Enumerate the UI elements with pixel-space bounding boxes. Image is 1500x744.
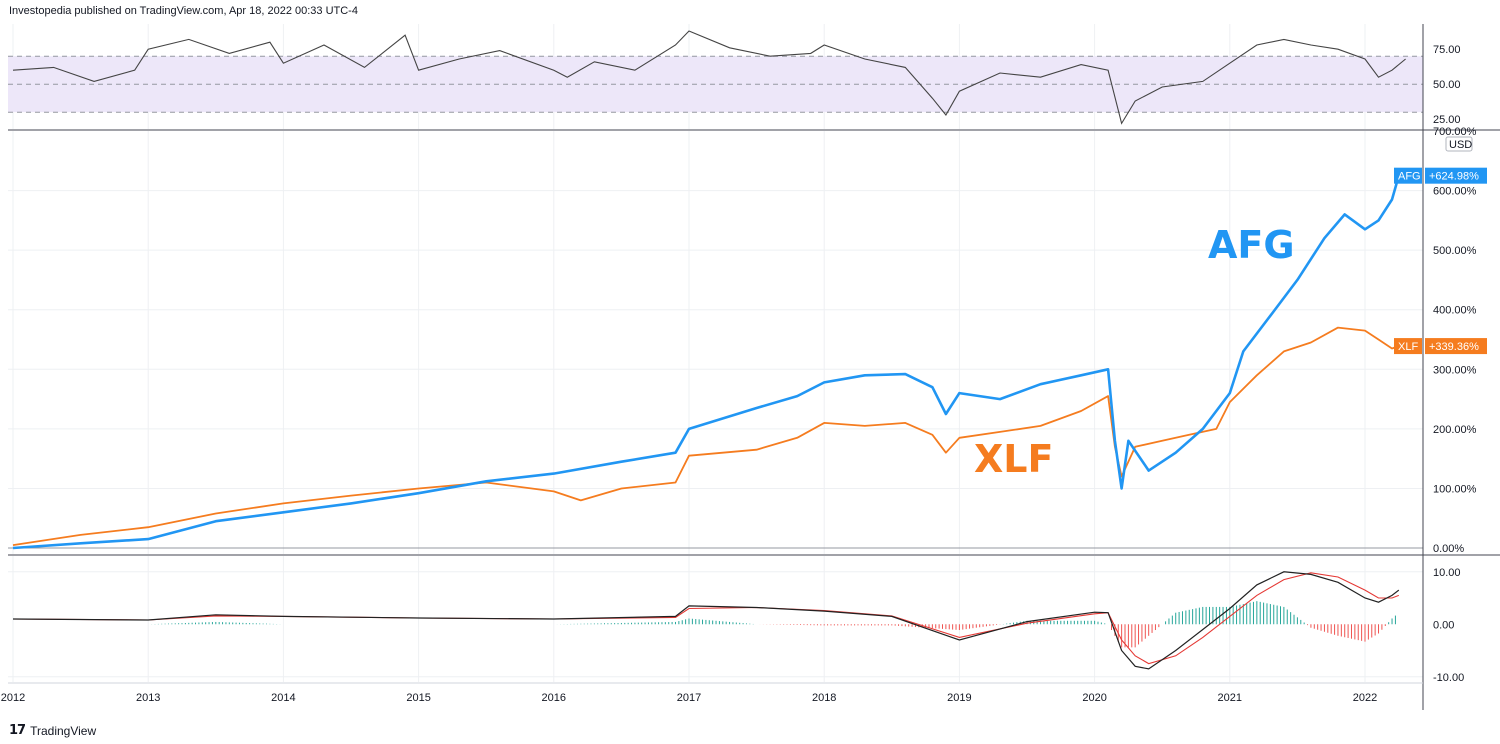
macd-panel — [12, 571, 1400, 670]
afg-line — [12, 175, 1401, 550]
x-tick-label: 2014 — [271, 692, 295, 704]
footer: 17 TradingView — [9, 723, 96, 738]
tradingview-logo-icon: 17 — [9, 723, 26, 738]
price-tick-label: 500.00% — [1433, 245, 1477, 257]
x-tick-label: 2013 — [136, 692, 160, 704]
rsi-tick-label: 50.00 — [1433, 79, 1461, 91]
x-tick-label: 2018 — [812, 692, 836, 704]
currency-badge — [1445, 136, 1473, 152]
price-tick-label: 0.00% — [1433, 543, 1464, 555]
brand-name: TradingView — [30, 723, 97, 738]
currency-label: USD — [1449, 139, 1472, 151]
xlf-annotation: XLF — [974, 437, 1053, 481]
gridlines — [8, 24, 1423, 682]
x-tick-label: 2017 — [677, 692, 701, 704]
publisher-caption: Investopedia published on TradingView.co… — [9, 5, 358, 17]
price-tick-label: 200.00% — [1433, 424, 1477, 436]
rsi-tick-label: 25.00 — [1433, 114, 1461, 126]
price-tick-label: 300.00% — [1433, 364, 1477, 376]
x-tick-label: 2022 — [1353, 692, 1377, 704]
macd-tick-label: 10.00 — [1433, 567, 1461, 579]
rsi-line — [12, 30, 1406, 125]
signal-line — [12, 572, 1399, 665]
x-tick-label: 2012 — [1, 692, 25, 704]
rsi-tick-label: 75.00 — [1433, 44, 1461, 56]
price-tick-label: 100.00% — [1433, 483, 1477, 495]
xlf-line — [12, 326, 1400, 546]
rsi-band — [8, 56, 1423, 113]
x-tick-label: 2016 — [542, 692, 566, 704]
series-name-tag — [1394, 338, 1422, 355]
axes — [8, 24, 1500, 710]
last-value-label: +339.36% — [1429, 341, 1479, 353]
rsi-panel — [8, 30, 1423, 125]
series-name-tag-label: AFG — [1398, 171, 1421, 183]
macd-line — [12, 571, 1400, 670]
last-value-tag — [1425, 167, 1487, 184]
last-value-label: +624.98% — [1429, 171, 1479, 183]
series-name-tag-label: XLF — [1398, 341, 1418, 353]
macd-tick-label: 0.00 — [1433, 619, 1454, 631]
price-tick-label: 700.00% — [1433, 126, 1477, 138]
price-panel — [12, 175, 1401, 550]
x-tick-label: 2021 — [1218, 692, 1242, 704]
x-tick-label: 2015 — [406, 692, 430, 704]
price-tick-label: 600.00% — [1433, 186, 1477, 198]
afg-annotation: AFG — [1208, 223, 1295, 267]
price-tick-label: 400.00% — [1433, 305, 1477, 317]
last-value-tag — [1425, 338, 1487, 355]
x-tick-label: 2019 — [947, 692, 971, 704]
x-tick-label: 2020 — [1082, 692, 1106, 704]
macd-tick-label: -10.00 — [1433, 672, 1464, 684]
series-name-tag — [1394, 167, 1422, 184]
